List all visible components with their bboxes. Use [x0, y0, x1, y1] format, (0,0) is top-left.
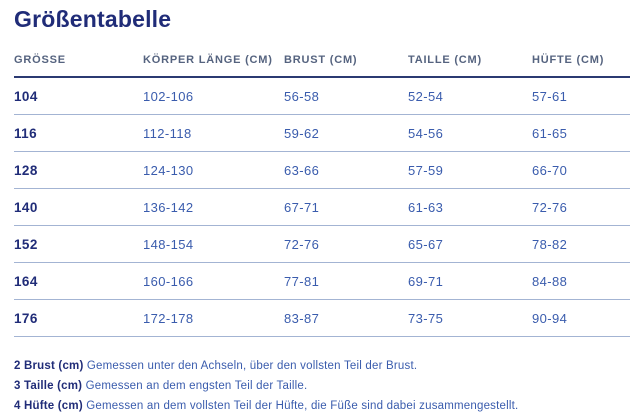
footnote-text: Gemessen an dem vollsten Teil der Hüfte,… [86, 400, 519, 413]
measurement-cell: 90-94 [532, 310, 568, 326]
footnote-text: Gemessen an dem engsten Teil der Taille. [85, 380, 308, 393]
footnote-line: 4 Hüfte (cm) Gemessen an dem vollsten Te… [14, 396, 630, 416]
measurement-cell: 124-130 [143, 162, 194, 178]
measurement-cell: 69-71 [408, 273, 444, 289]
measurement-cell: 59-62 [284, 125, 320, 141]
measurement-cell: 136-142 [143, 199, 194, 215]
size-table: GRÖSSE KÖRPER LÄNGE (CM) BRUST (CM) TAILLE … [14, 54, 630, 338]
measurement-cell: 160-166 [143, 273, 194, 289]
table-row: 116 112-118 59-62 54-56 61-65 [14, 115, 630, 153]
size-cell: 104 [14, 88, 38, 104]
column-header: HÜFTE (CM) [532, 54, 605, 67]
measurement-cell: 61-63 [408, 199, 444, 215]
column-header: BRUST (CM) [284, 54, 358, 67]
measurement-cell: 67-71 [284, 199, 320, 215]
size-cell: 140 [14, 199, 38, 215]
measurement-cell: 77-81 [284, 273, 320, 289]
footnotes: 2 Brust (cm) Gemessen unter den Achseln,… [14, 356, 630, 416]
table-row: 140 136-142 67-71 61-63 72-76 [14, 189, 630, 227]
size-cell: 128 [14, 162, 38, 178]
measurement-cell: 102-106 [143, 88, 194, 104]
size-cell: 164 [14, 273, 38, 289]
measurement-cell: 56-58 [284, 88, 320, 104]
measurement-cell: 148-154 [143, 236, 194, 252]
measurement-cell: 84-88 [532, 273, 568, 289]
footnote-label: 2 Brust (cm) [14, 360, 84, 373]
measurement-cell: 52-54 [408, 88, 444, 104]
measurement-cell: 73-75 [408, 310, 444, 326]
size-cell: 176 [14, 310, 38, 326]
measurement-cell: 61-65 [532, 125, 568, 141]
table-row: 176 172-178 83-87 73-75 90-94 [14, 300, 630, 338]
table-header-row: GRÖSSE KÖRPER LÄNGE (CM) BRUST (CM) TAILLE … [14, 54, 630, 79]
footnote-line: 2 Brust (cm) Gemessen unter den Achseln,… [14, 356, 630, 376]
footnote-line: 3 Taille (cm) Gemessen an dem engsten Te… [14, 376, 630, 396]
measurement-cell: 65-67 [408, 236, 444, 252]
measurement-cell: 72-76 [284, 236, 320, 252]
measurement-cell: 54-56 [408, 125, 444, 141]
size-cell: 152 [14, 236, 38, 252]
table-row: 152 148-154 72-76 65-67 78-82 [14, 226, 630, 264]
measurement-cell: 57-59 [408, 162, 444, 178]
measurement-cell: 72-76 [532, 199, 568, 215]
measurement-cell: 112-118 [143, 125, 192, 141]
page-title: Größentabelle [14, 6, 172, 32]
measurement-cell: 57-61 [532, 88, 568, 104]
measurement-cell: 66-70 [532, 162, 568, 178]
footnote-label: 4 Hüfte (cm) [14, 400, 83, 413]
column-header: KÖRPER LÄNGE (CM) [143, 54, 273, 67]
column-header: GRÖSSE [14, 54, 66, 67]
table-row: 128 124-130 63-66 57-59 66-70 [14, 152, 630, 190]
measurement-cell: 172-178 [143, 310, 194, 326]
table-row: 104 102-106 56-58 52-54 57-61 [14, 78, 630, 116]
table-body: 104 102-106 56-58 52-54 57-61 116 112-118 59-62… [14, 78, 630, 338]
table-row: 164 160-166 77-81 69-71 84-88 [14, 263, 630, 301]
column-header: TAILLE (CM) [408, 54, 482, 67]
footnote-label: 3 Taille (cm) [14, 380, 83, 393]
size-cell: 116 [14, 125, 37, 141]
measurement-cell: 78-82 [532, 236, 568, 252]
footnote-text: Gemessen unter den Achseln, über den vol… [86, 360, 418, 373]
measurement-cell: 63-66 [284, 162, 320, 178]
measurement-cell: 83-87 [284, 310, 320, 326]
